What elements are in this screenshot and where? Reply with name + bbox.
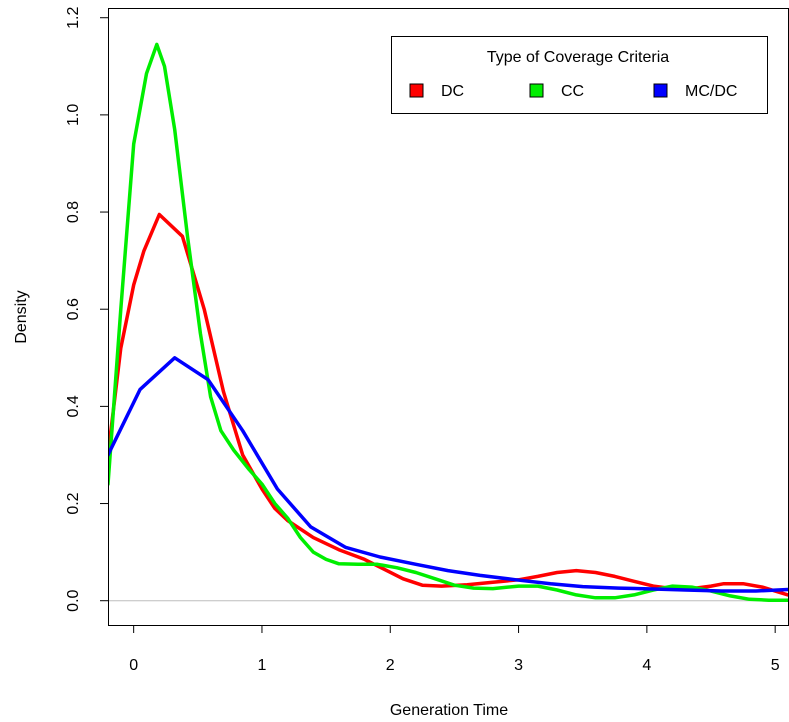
series-layer — [108, 42, 788, 602]
series-line-dc — [108, 212, 788, 597]
y-tick-label: 0.0 — [65, 589, 82, 611]
series-line-mc-dc — [108, 356, 788, 593]
y-axis-label: Density — [13, 290, 30, 343]
y-axis: 0.0 0.2 0.4 0.6 0.8 1.0 1.2 — [65, 6, 108, 612]
legend-swatch-mc-dc — [653, 83, 668, 98]
y-tick-label: 0.2 — [65, 492, 82, 514]
legend-box — [391, 36, 768, 114]
legend-label-cc: CC — [561, 83, 584, 100]
x-axis-label: Generation Time — [390, 702, 508, 719]
y-tick-label: 0.6 — [65, 298, 82, 320]
y-tick-label: 1.2 — [65, 6, 82, 28]
y-tick-label: 0.4 — [65, 395, 82, 417]
x-tick-label: 5 — [771, 657, 780, 674]
legend-label-mc-dc: MC/DC — [685, 83, 737, 100]
series-line-cc — [108, 42, 788, 602]
x-tick-label: 4 — [642, 657, 651, 674]
legend-label-dc: DC — [441, 83, 464, 100]
y-tick-label: 0.8 — [65, 201, 82, 223]
x-axis: 0 1 2 3 4 5 — [129, 625, 780, 674]
legend-swatch-cc — [529, 83, 544, 98]
x-tick-label: 3 — [514, 657, 523, 674]
legend-title: Type of Coverage Criteria — [487, 49, 669, 66]
x-tick-label: 2 — [386, 657, 395, 674]
y-tick-label: 1.0 — [65, 104, 82, 126]
legend: Type of Coverage Criteria DC CC MC/DC — [391, 36, 768, 114]
legend-swatch-dc — [409, 83, 424, 98]
x-tick-label: 1 — [258, 657, 267, 674]
x-tick-label: 0 — [129, 657, 138, 674]
